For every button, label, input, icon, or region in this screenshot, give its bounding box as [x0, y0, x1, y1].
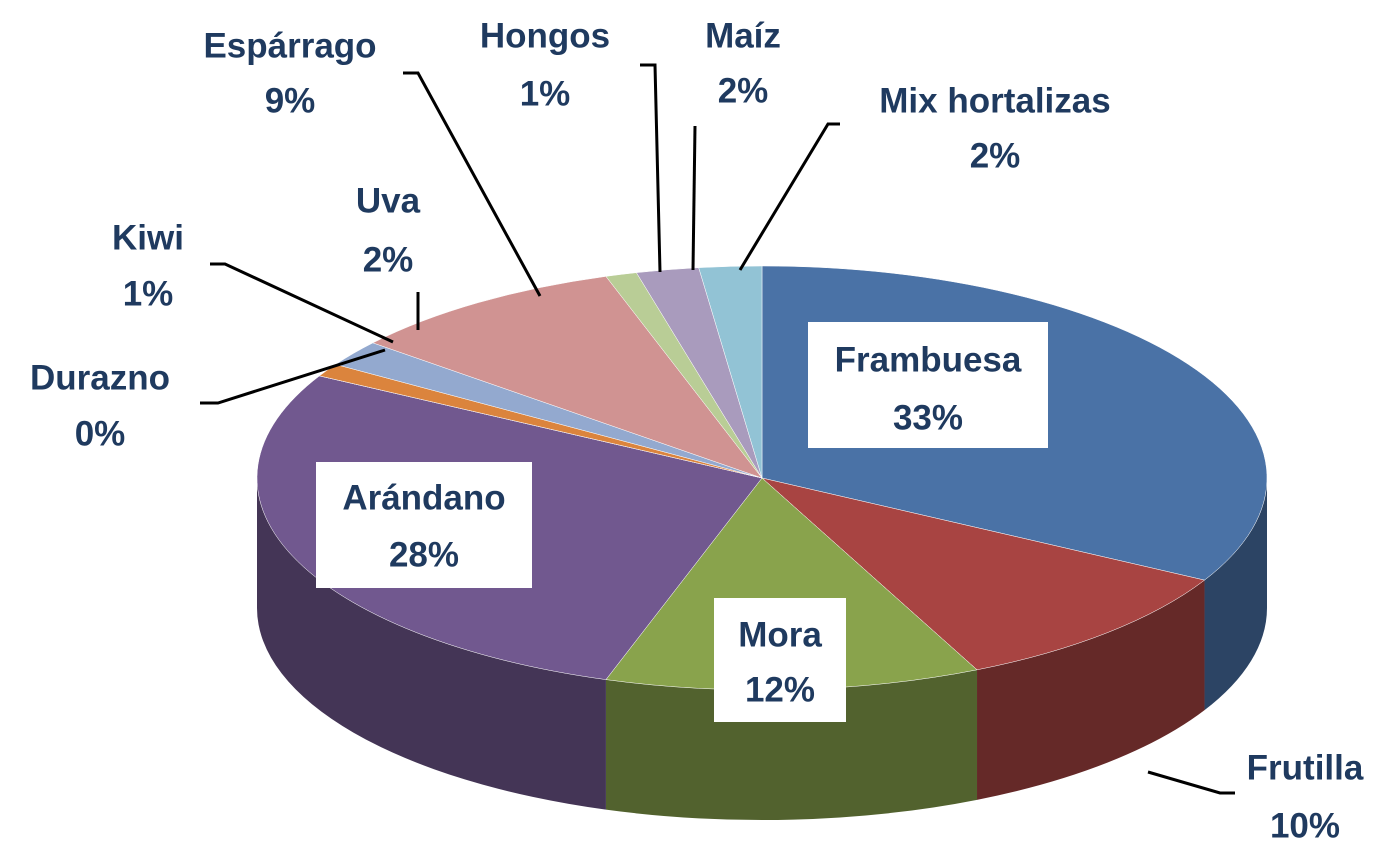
label-box [316, 462, 532, 588]
leader-line [200, 348, 386, 405]
slice [698, 265, 763, 479]
slice-value-label: 2% [718, 71, 769, 110]
leader-line [640, 63, 662, 273]
slice-value-label: 10% [1270, 806, 1340, 845]
slice-label: Mora [738, 615, 822, 654]
leader-line [210, 262, 394, 344]
slice-label: Arándano [342, 478, 505, 517]
slice-label: Frambuesa [835, 340, 1022, 379]
slice-side [257, 478, 606, 810]
slice-side [1204, 478, 1267, 711]
slice-value-label: 28% [389, 535, 459, 574]
slice-side [977, 580, 1205, 800]
leader-line [1147, 770, 1235, 795]
leader-line [691, 125, 697, 271]
slice-value-label: 9% [265, 81, 316, 120]
slice-value-label: 1% [520, 74, 571, 113]
slice [761, 477, 1206, 671]
slice-value-label: 12% [745, 670, 815, 709]
slice-value-label: 2% [363, 240, 414, 279]
slice-label: Uva [356, 181, 421, 220]
slice-label: Kiwi [112, 218, 184, 257]
slice-value-label: 2% [970, 136, 1021, 175]
slice-value-label: 33% [893, 398, 963, 437]
slice-label: Maíz [705, 16, 781, 55]
label-box [714, 598, 846, 722]
label-box [808, 322, 1048, 448]
slice-label: Hongos [480, 16, 610, 55]
slice-label: Frutilla [1247, 748, 1364, 787]
leader-line [403, 71, 542, 297]
slice-label: Durazno [30, 358, 170, 397]
slice-value-label: 0% [75, 414, 126, 453]
slice-label: Espárrago [203, 26, 376, 65]
leader-line [738, 122, 840, 271]
slice-side [605, 669, 978, 820]
slice-value-label: 1% [123, 274, 174, 313]
slice-label: Mix hortalizas [879, 81, 1110, 120]
slice [372, 276, 763, 479]
